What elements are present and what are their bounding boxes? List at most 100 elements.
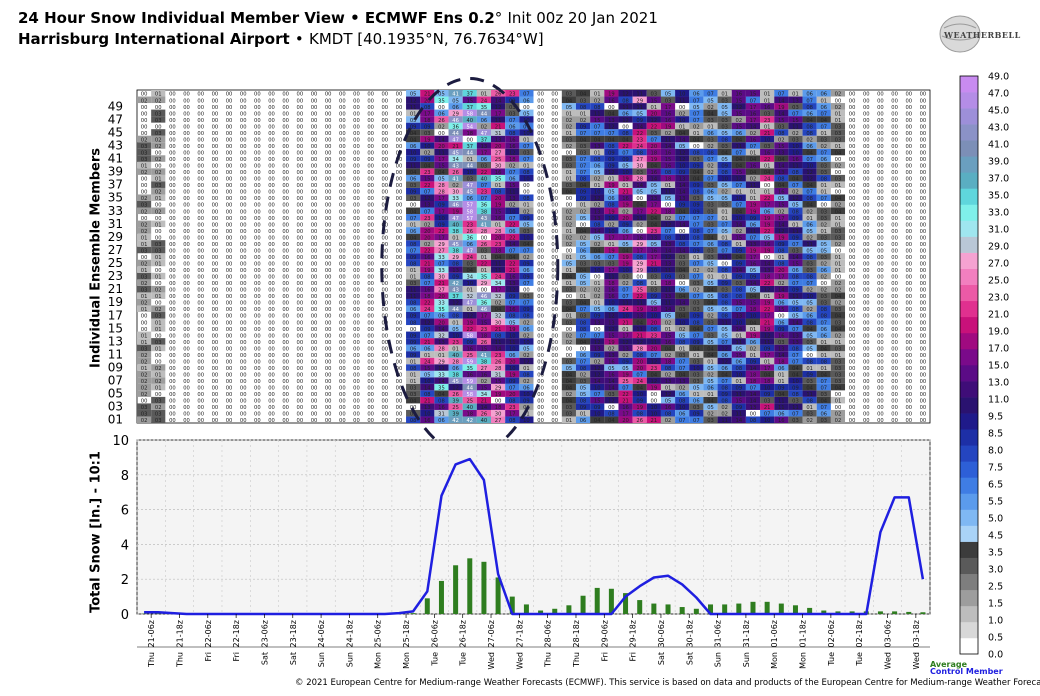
cell-value: 00 (537, 255, 544, 261)
heatmap-cell (660, 207, 676, 215)
cell-value: 00 (197, 327, 204, 333)
cell-value: 00 (268, 333, 275, 339)
heatmap-cell (590, 351, 605, 358)
cell-value: 01 (523, 203, 530, 209)
cell-value: 00 (297, 229, 304, 235)
heatmap-cell (151, 292, 166, 299)
cell-value: 00 (367, 307, 374, 313)
heatmap-cell (675, 370, 690, 378)
cell-value: 07 (820, 196, 827, 202)
heatmap-cell (561, 285, 576, 293)
cell-value: 00 (863, 320, 870, 326)
heatmap-cell (618, 285, 633, 293)
heatmap-cell (830, 364, 846, 371)
cell-value: 00 (282, 216, 289, 222)
day-tick-label: Fri (232, 652, 241, 662)
heatmap-cell (717, 383, 732, 391)
cell-value: 00 (551, 242, 558, 248)
cell-value: 00 (877, 248, 884, 254)
cell-value: 00 (254, 216, 261, 222)
cell-value: 02 (835, 92, 842, 98)
cell-value: 02 (566, 124, 573, 130)
cell-value: 02 (566, 118, 573, 124)
cell-value: 20 (651, 144, 658, 150)
cell-value: 07 (820, 111, 827, 117)
cell-value: 00 (877, 229, 884, 235)
cell-value: 00 (877, 379, 884, 385)
cell-value: 00 (396, 209, 403, 215)
cell-value: 30 (495, 164, 502, 170)
heatmap-cell (462, 109, 477, 117)
heatmap-cell (760, 103, 775, 110)
cell-value: 11 (750, 183, 757, 189)
cell-value: 11 (622, 301, 629, 307)
heatmap-cell (618, 227, 633, 234)
cell-value: 00 (353, 190, 360, 196)
heatmap-cell (476, 214, 492, 221)
cell-value: 12 (608, 314, 615, 320)
cell-value: 05 (721, 131, 728, 137)
cell-value: 00 (367, 248, 374, 254)
cell-value: 03 (693, 379, 700, 385)
cell-value: 00 (920, 209, 927, 215)
cell-value: 09 (410, 124, 417, 130)
heatmap-cell (505, 344, 520, 352)
cell-value: 30 (438, 275, 445, 281)
heatmap-cell (491, 266, 506, 273)
colorbar-label: 5.0 (988, 514, 1003, 525)
day-tick-label: Wed (487, 652, 496, 669)
cell-value: 00 (325, 294, 332, 300)
heatmap-cell (420, 187, 435, 195)
cell-value: 01 (594, 150, 601, 156)
heatmap-cell (660, 383, 676, 391)
cell-value: 00 (863, 124, 870, 130)
heatmap-cell (774, 187, 789, 195)
cell-value: 07 (707, 216, 714, 222)
heatmap-cell (462, 220, 477, 228)
heatmap-cell (590, 96, 605, 104)
heatmap-cell (717, 116, 732, 123)
cell-value: 15 (495, 379, 502, 385)
cell-value: 05 (806, 248, 813, 254)
heatmap-cell (137, 207, 152, 215)
heatmap-cell (420, 207, 435, 215)
cell-value: 04 (566, 98, 573, 104)
heatmap-cell (802, 272, 817, 280)
cell-value: 06 (820, 327, 827, 333)
cell-value: 00 (891, 366, 898, 372)
heatmap-cell (703, 168, 718, 175)
member-tick-label: 09 (108, 361, 123, 375)
cell-value: 03 (778, 124, 785, 130)
heatmap-cell (476, 253, 492, 260)
heatmap-cell (646, 116, 661, 123)
heatmap-cell (406, 174, 421, 182)
heatmap-cell (590, 220, 605, 228)
cell-value: 00 (905, 294, 912, 300)
heatmap-cell (420, 331, 435, 339)
cell-value: 00 (551, 418, 558, 424)
cell-value: 00 (226, 327, 233, 333)
heatmap-cell (604, 194, 619, 201)
cell-value: 00 (396, 359, 403, 365)
heatmap-cell (604, 344, 619, 352)
cell-value: 00 (382, 124, 389, 130)
heatmap-cell (731, 240, 746, 247)
heatmap-cell (476, 351, 492, 358)
average-bar (481, 561, 487, 614)
heatmap-cell (434, 194, 449, 201)
heatmap-cell (575, 396, 591, 404)
heatmap-cell (646, 331, 661, 339)
cell-value: 02 (594, 294, 601, 300)
cell-value: 14 (636, 183, 643, 189)
cell-value: 00 (282, 261, 289, 267)
heatmap-cell (590, 201, 605, 208)
cell-value: 00 (325, 288, 332, 294)
cell-value: 00 (396, 229, 403, 235)
cell-value: 23 (764, 118, 771, 124)
cell-value: 10 (523, 340, 530, 346)
heatmap-cell (660, 187, 676, 195)
cell-value: 02 (721, 190, 728, 196)
cell-value: 00 (396, 399, 403, 405)
cell-value: 00 (226, 124, 233, 130)
cell-value: 01 (835, 340, 842, 346)
